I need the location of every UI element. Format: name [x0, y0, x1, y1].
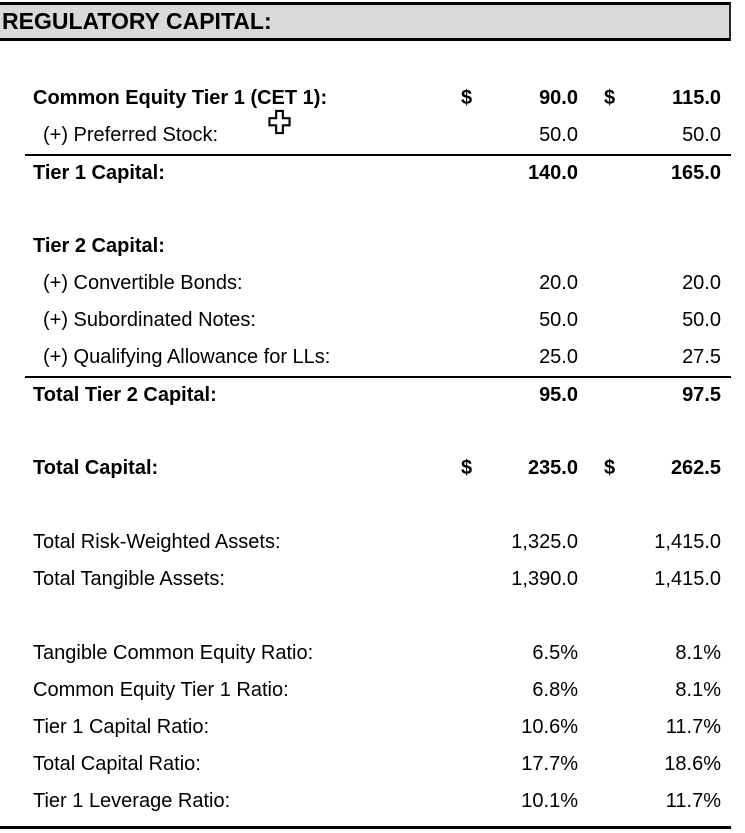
cell-value-col1[interactable]: 1,390.0 [511, 568, 578, 590]
spacer-row [0, 598, 745, 635]
cell-value-col2[interactable]: 1,415.0 [654, 568, 721, 590]
spacer-row [0, 41, 745, 80]
currency-symbol: $ [461, 87, 473, 109]
cell-value-col1[interactable]: 20.0 [539, 272, 578, 294]
row-total-capital-ratio[interactable]: Total Capital Ratio: 17.7% 18.6% [0, 746, 731, 783]
cell-value-col2[interactable]: 50.0 [682, 309, 721, 331]
cell-value-col2[interactable]: 20.0 [682, 272, 721, 294]
cell-value-col1[interactable]: 50.0 [539, 124, 578, 146]
cell-label[interactable]: Tier 1 Capital Ratio: [33, 716, 209, 738]
cell-value-col1[interactable]: 1,325.0 [511, 531, 578, 553]
cell-value-col1[interactable]: 95.0 [539, 384, 578, 406]
row-convertible-bonds[interactable]: (+) Convertible Bonds: 20.0 20.0 [0, 265, 731, 302]
cell-value-col1[interactable]: 17.7% [521, 753, 578, 775]
cell-value-col1[interactable]: 6.5% [532, 642, 578, 664]
page-title[interactable]: REGULATORY CAPITAL: [2, 8, 272, 34]
cell-value-col2[interactable]: 97.5 [682, 384, 721, 406]
row-qualifying-allowance[interactable]: (+) Qualifying Allowance for LLs: 25.0 2… [0, 339, 731, 376]
cell-label[interactable]: Total Capital Ratio: [33, 753, 201, 775]
cell-value-col2[interactable]: 11.7% [665, 716, 721, 738]
currency-symbol: $ [604, 87, 616, 109]
cell-value-col2[interactable]: 115.0 [672, 87, 721, 109]
spacer-row [0, 191, 745, 228]
cell-label[interactable]: (+) Subordinated Notes: [43, 309, 256, 331]
cell-value-col2[interactable]: 27.5 [682, 346, 721, 368]
row-total-tangible-assets[interactable]: Total Tangible Assets: 1,390.0 1,415.0 [0, 561, 731, 598]
row-tier1-capital[interactable]: Tier 1 Capital: 140.0 165.0 [25, 154, 731, 191]
table-bottom-border [0, 826, 731, 829]
cell-value-col1[interactable]: 10.6% [521, 716, 578, 738]
cell-label[interactable]: (+) Preferred Stock: [43, 124, 219, 146]
cell-value-col1[interactable]: 235.0 [527, 457, 578, 479]
cell-value-col1[interactable]: 50.0 [539, 309, 578, 331]
cell-label[interactable]: Tier 1 Capital: [33, 162, 165, 184]
cell-label[interactable]: Tier 1 Leverage Ratio: [33, 790, 231, 812]
row-total-capital[interactable]: Total Capital: $235.0 $262.5 [0, 450, 731, 487]
cell-value-col2[interactable]: 11.7% [665, 790, 721, 812]
cell-value-col2[interactable]: 8.1% [675, 642, 721, 664]
cell-label[interactable]: Total Tangible Assets: [33, 568, 225, 590]
row-subordinated-notes[interactable]: (+) Subordinated Notes: 50.0 50.0 [0, 302, 731, 339]
cell-value-col1[interactable]: 6.8% [532, 679, 578, 701]
cell-value-col2[interactable]: 262.5 [670, 457, 721, 479]
row-tier1-capital-ratio[interactable]: Tier 1 Capital Ratio: 10.6% 11.7% [0, 709, 731, 746]
currency-symbol: $ [604, 457, 616, 479]
cell-label[interactable]: Common Equity Tier 1 Ratio: [33, 679, 289, 701]
row-preferred-stock[interactable]: (+) Preferred Stock: 50.0 50.0 [0, 117, 731, 154]
cell-value-col2[interactable]: 1,415.0 [654, 531, 721, 553]
cell-label[interactable]: Total Risk-Weighted Assets: [33, 531, 281, 553]
row-total-rwa[interactable]: Total Risk-Weighted Assets: 1,325.0 1,41… [0, 524, 731, 561]
row-tce-ratio[interactable]: Tangible Common Equity Ratio: 6.5% 8.1% [0, 635, 731, 672]
cell-label[interactable]: (+) Qualifying Allowance for LLs: [43, 346, 331, 368]
cell-label[interactable]: (+) Convertible Bonds: [43, 272, 243, 294]
cell-value-col2[interactable]: 8.1% [675, 679, 721, 701]
row-tier1-leverage-ratio[interactable]: Tier 1 Leverage Ratio: 10.1% 11.7% [0, 783, 731, 820]
cell-value-col2[interactable]: 50.0 [682, 124, 721, 146]
cell-value-col2[interactable]: 165.0 [670, 162, 721, 184]
spacer-row [0, 487, 745, 524]
cell-value-col1[interactable]: 90.0 [539, 87, 578, 109]
row-tier2-capital-header[interactable]: Tier 2 Capital: [0, 228, 731, 265]
cell-label[interactable]: Common Equity Tier 1 (CET 1): [33, 87, 328, 109]
cell-label[interactable]: Tangible Common Equity Ratio: [33, 642, 314, 664]
cell-value-col1[interactable]: 25.0 [539, 346, 578, 368]
section-header-bar[interactable]: REGULATORY CAPITAL: [0, 2, 731, 41]
cell-label[interactable]: Total Capital: [33, 457, 159, 479]
cell-value-col1[interactable]: 140.0 [527, 162, 578, 184]
cell-label[interactable]: Tier 2 Capital: [33, 235, 165, 257]
row-total-tier2-capital[interactable]: Total Tier 2 Capital: 95.0 97.5 [25, 376, 731, 413]
spacer-row [0, 413, 745, 450]
row-cet1-ratio[interactable]: Common Equity Tier 1 Ratio: 6.8% 8.1% [0, 672, 731, 709]
cell-value-col2[interactable]: 18.6% [664, 753, 721, 775]
row-cet1[interactable]: Common Equity Tier 1 (CET 1): $90.0 $115… [0, 80, 731, 117]
cell-label[interactable]: Total Tier 2 Capital: [33, 384, 217, 406]
cell-value-col1[interactable]: 10.1% [521, 790, 578, 812]
currency-symbol: $ [461, 457, 473, 479]
